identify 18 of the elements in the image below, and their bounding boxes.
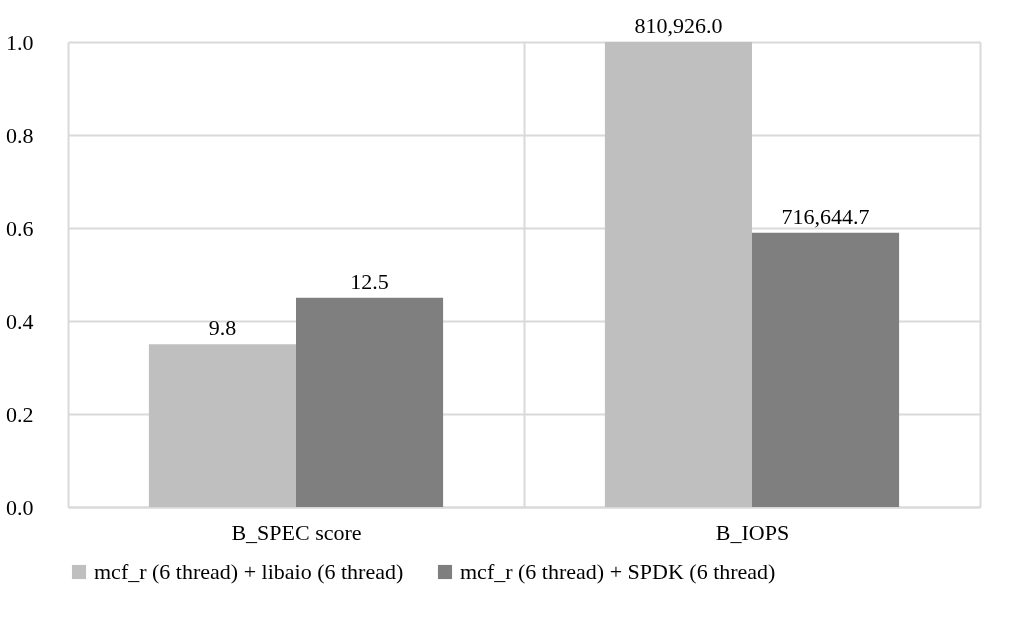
legend-label: mcf_r (6 thread) + libaio (6 thread) <box>94 559 404 584</box>
bar <box>148 344 296 507</box>
legend-label: mcf_r (6 thread) + SPDK (6 thread) <box>460 559 776 584</box>
y-tick-label: 0.2 <box>6 401 34 427</box>
annotation: 9.8 <box>208 315 237 341</box>
x-tick-label: B_SPEC score <box>231 519 362 545</box>
annotation: 716,644.7 <box>781 203 870 229</box>
annotation: 810,926.0 <box>634 13 723 38</box>
y-tick-label: 0.8 <box>6 122 34 148</box>
y-tick-label: 0.6 <box>6 215 34 241</box>
y-tick-label: 0.0 <box>6 494 34 520</box>
y-tick-label: 0.4 <box>6 308 34 334</box>
x-tick-label: B_IOPS <box>715 519 790 545</box>
y-tick-label: 1.0 <box>6 29 34 55</box>
annotation: 12.5 <box>350 268 389 294</box>
bar <box>296 297 444 507</box>
bar <box>604 42 752 507</box>
bar <box>752 232 900 507</box>
